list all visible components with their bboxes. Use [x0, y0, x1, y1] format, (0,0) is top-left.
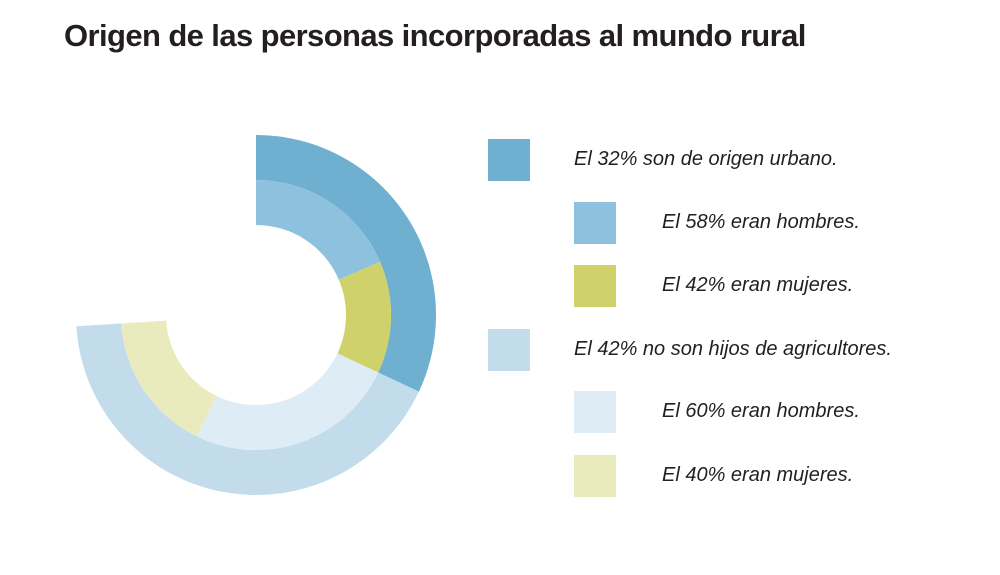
slice-urbano	[256, 135, 436, 392]
legend-swatch-no-agricultores-hombres	[574, 391, 616, 433]
slice-no-agricultores	[76, 323, 419, 495]
legend-swatch-no-agricultores-mujeres	[574, 455, 616, 497]
slice-urbano-hombres	[256, 180, 381, 280]
legend-label-urbano-hombres: El 58% eran hombres.	[662, 211, 860, 233]
slice-no-agricultores-mujeres	[121, 320, 217, 437]
legend-label-urbano-mujeres: El 42% eran mujeres.	[662, 274, 854, 296]
legend-swatch-urbano-hombres	[574, 202, 616, 244]
slice-urbano-mujeres	[337, 261, 391, 373]
legend-swatch-urbano-mujeres	[574, 265, 616, 307]
chart-title: Origen de las personas incorporadas al m…	[64, 18, 806, 53]
legend-swatch-urbano	[488, 139, 530, 181]
legend-swatch-no-agricultores	[488, 329, 530, 371]
legend-label-no-agricultores-mujeres: El 40% eran mujeres.	[662, 464, 854, 486]
slice-no-agricultores-hombres	[196, 353, 379, 450]
legend-label-no-agricultores-hombres: El 60% eran hombres.	[662, 400, 860, 422]
legend-label-no-agricultores: El 42% no son hijos de agricultores.	[574, 338, 892, 360]
legend-label-urbano: El 32% son de origen urbano.	[574, 148, 838, 170]
